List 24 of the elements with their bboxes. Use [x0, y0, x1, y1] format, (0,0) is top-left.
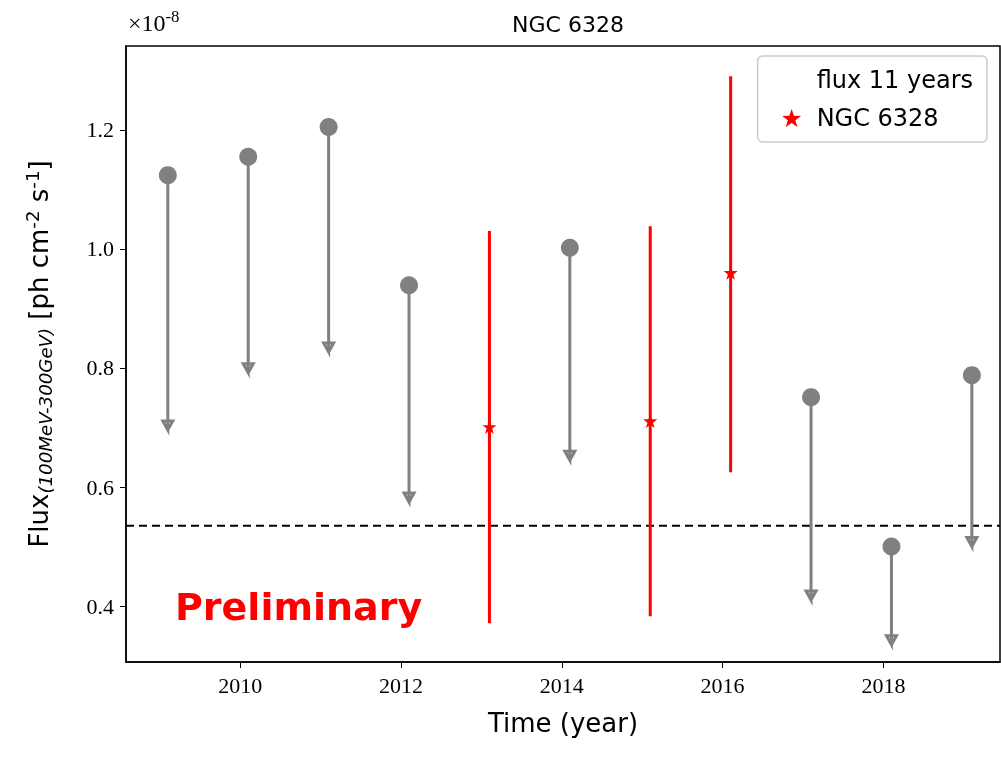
y-tick-label: 1.0 [86, 236, 114, 262]
x-tick-label: 2014 [539, 672, 584, 698]
point [319, 117, 338, 136]
legend-label: NGC 6328 [816, 104, 939, 132]
point [158, 166, 177, 185]
point [882, 537, 901, 556]
x-tick-label: 2018 [861, 672, 906, 698]
y-tick-label: 1.2 [86, 117, 114, 143]
ref-line-label: flux 11 years [816, 66, 973, 94]
y-tick-label: 0.4 [86, 593, 114, 619]
x-tick-label: 2016 [700, 672, 745, 698]
x-axis-title: Time (year) [486, 708, 639, 738]
point [560, 238, 579, 257]
point [962, 366, 981, 385]
point [239, 147, 258, 166]
y-tick-label: 0.8 [86, 355, 114, 381]
x-tick-label: 2010 [218, 672, 263, 698]
y-axis-title: Flux(100MeV-300GeV) [ph cm-2 s-1] [21, 160, 56, 548]
point [802, 388, 821, 407]
point [400, 276, 419, 295]
chart-title: NGC 6328 [512, 11, 624, 37]
y-tick-label: 0.6 [86, 474, 114, 500]
annotation: Preliminary [175, 585, 423, 629]
x-tick-label: 2012 [378, 672, 423, 698]
